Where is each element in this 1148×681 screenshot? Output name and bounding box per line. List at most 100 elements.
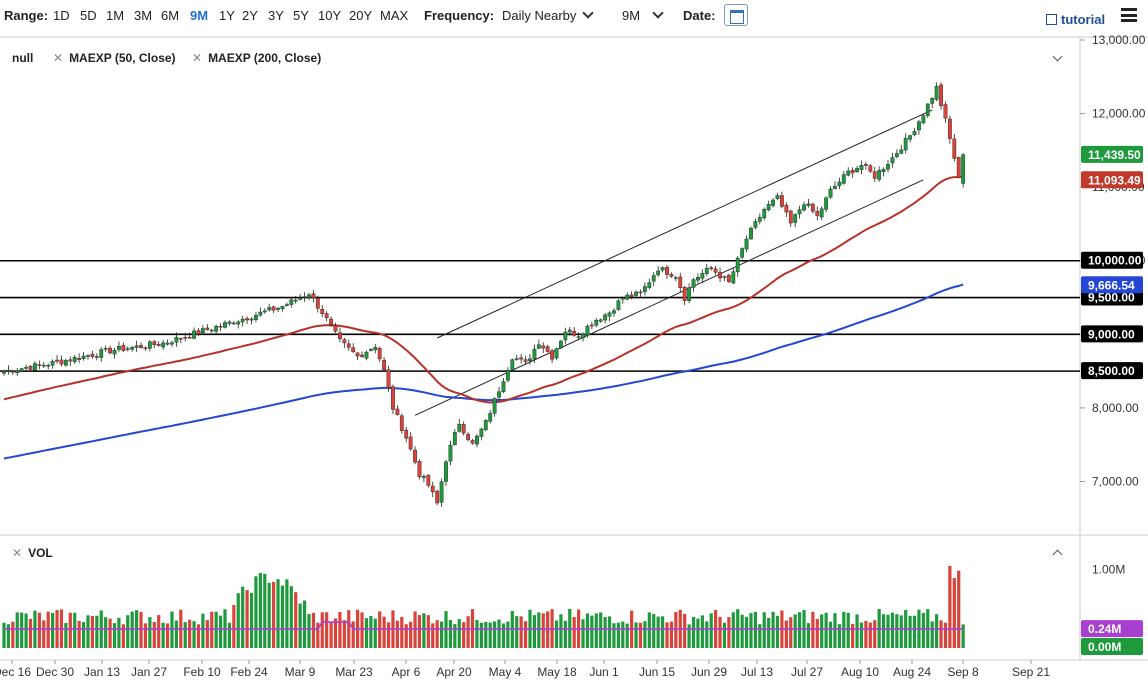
- candle-body: [161, 342, 166, 348]
- candle-body: [19, 368, 24, 372]
- level-label-bg: [1081, 325, 1143, 343]
- candle-body: [10, 371, 15, 373]
- candle-body: [461, 424, 466, 434]
- x-tick-label: Jul 13: [741, 665, 773, 679]
- candle-body: [103, 348, 108, 350]
- level-label-bg: [1081, 251, 1143, 269]
- candle-body: [647, 282, 652, 288]
- volume-bar: [475, 619, 479, 648]
- range-button-5d[interactable]: 5D: [80, 8, 97, 23]
- volume-bar: [837, 624, 841, 648]
- candle-body: [439, 481, 444, 503]
- volume-bar: [563, 620, 567, 648]
- volume-bar: [815, 618, 819, 648]
- candle-body: [563, 331, 568, 341]
- tutorial-link[interactable]: tutorial: [1046, 12, 1105, 27]
- volume-bar: [391, 610, 395, 648]
- range-button-1m[interactable]: 1M: [106, 8, 125, 23]
- volume-bar: [170, 611, 174, 648]
- candle-body: [581, 333, 585, 339]
- volume-bar: [143, 623, 148, 648]
- range-button-5y[interactable]: 5Y: [293, 8, 309, 23]
- volume-bar: [939, 620, 943, 648]
- candle-body: [156, 344, 161, 346]
- candle-body: [934, 86, 939, 100]
- volume-bar: [519, 616, 523, 648]
- candle-body: [634, 291, 638, 296]
- ma50-path: [3, 175, 964, 404]
- candle-body: [174, 337, 179, 343]
- candle-body: [594, 320, 599, 326]
- candle-body: [886, 164, 890, 170]
- volume-label: VOL: [28, 546, 53, 560]
- frequency-select[interactable]: Daily Nearby: [502, 7, 595, 23]
- volume-bar: [643, 621, 647, 648]
- candle-body: [788, 210, 793, 224]
- range-button-max[interactable]: MAX: [380, 8, 409, 23]
- period-select[interactable]: 9M: [622, 7, 664, 23]
- volume-bars: [2, 565, 965, 648]
- candle-body: [143, 347, 148, 349]
- candle-body: [771, 199, 775, 206]
- candle-body: [284, 304, 289, 306]
- candle-body: [501, 381, 506, 392]
- range-button-2y[interactable]: 2Y: [242, 8, 258, 23]
- volume-bar: [188, 619, 192, 648]
- range-button-6m[interactable]: 6M: [161, 8, 180, 23]
- x-tick-label: Dec 30: [36, 665, 74, 679]
- volume-bar: [236, 593, 240, 648]
- volume-bar: [218, 615, 223, 648]
- volume-bar: [148, 617, 152, 648]
- volume-bar: [329, 622, 333, 648]
- candle-body: [532, 348, 537, 360]
- x-tick-label: Sep 21: [1012, 665, 1050, 679]
- volume-bar: [232, 605, 236, 648]
- x-tick-label: May 18: [537, 665, 577, 679]
- candle-body: [165, 342, 170, 345]
- candle-body: [567, 329, 572, 333]
- candle-body: [713, 268, 718, 273]
- x-tick-label: Jul 27: [791, 665, 823, 679]
- remove-volume-icon[interactable]: ✕: [12, 546, 23, 560]
- candle-body: [452, 432, 457, 445]
- volume-bar: [320, 612, 324, 648]
- candle-body: [665, 266, 669, 275]
- volume-bar: [2, 622, 6, 648]
- candle-body: [68, 359, 73, 362]
- candle-body: [245, 318, 249, 321]
- volume-average-label-bg: [1081, 620, 1143, 638]
- range-button-1d[interactable]: 1D: [53, 8, 70, 23]
- range-button-1y[interactable]: 1Y: [219, 8, 235, 23]
- volume-bar: [599, 612, 603, 648]
- volume-bar: [568, 608, 572, 648]
- range-label: Range:: [4, 8, 49, 23]
- volume-bar: [886, 614, 890, 648]
- calendar-icon[interactable]: [724, 4, 748, 26]
- remove-ma200-icon[interactable]: ✕: [192, 51, 203, 65]
- range-button-3y[interactable]: 3Y: [268, 8, 284, 23]
- candle-body: [258, 311, 263, 316]
- expand-chevron-icon[interactable]: [1052, 549, 1063, 560]
- volume-bar: [289, 586, 293, 648]
- volume-bar: [241, 586, 245, 648]
- volume-bar: [276, 579, 280, 648]
- range-button-9m[interactable]: 9M: [190, 8, 209, 23]
- collapse-chevron-icon[interactable]: [1052, 51, 1063, 62]
- volume-bar: [157, 615, 161, 648]
- candle-body: [824, 197, 829, 210]
- range-button-20y[interactable]: 20Y: [349, 8, 373, 23]
- volume-bar: [130, 611, 134, 648]
- candle-body: [196, 330, 201, 335]
- volume-bar: [669, 621, 674, 648]
- x-tick-label: Aug 24: [893, 665, 931, 679]
- candle-body: [868, 165, 873, 172]
- candle-body: [302, 296, 307, 298]
- candle-body: [338, 332, 342, 340]
- range-button-3m[interactable]: 3M: [134, 8, 153, 23]
- range-button-10y[interactable]: 10Y: [318, 8, 342, 23]
- candle-body: [488, 413, 493, 422]
- candle-body: [850, 170, 855, 174]
- remove-ma50-icon[interactable]: ✕: [53, 51, 64, 65]
- candle-body: [152, 341, 157, 345]
- hamburger-menu-icon[interactable]: [1121, 8, 1137, 22]
